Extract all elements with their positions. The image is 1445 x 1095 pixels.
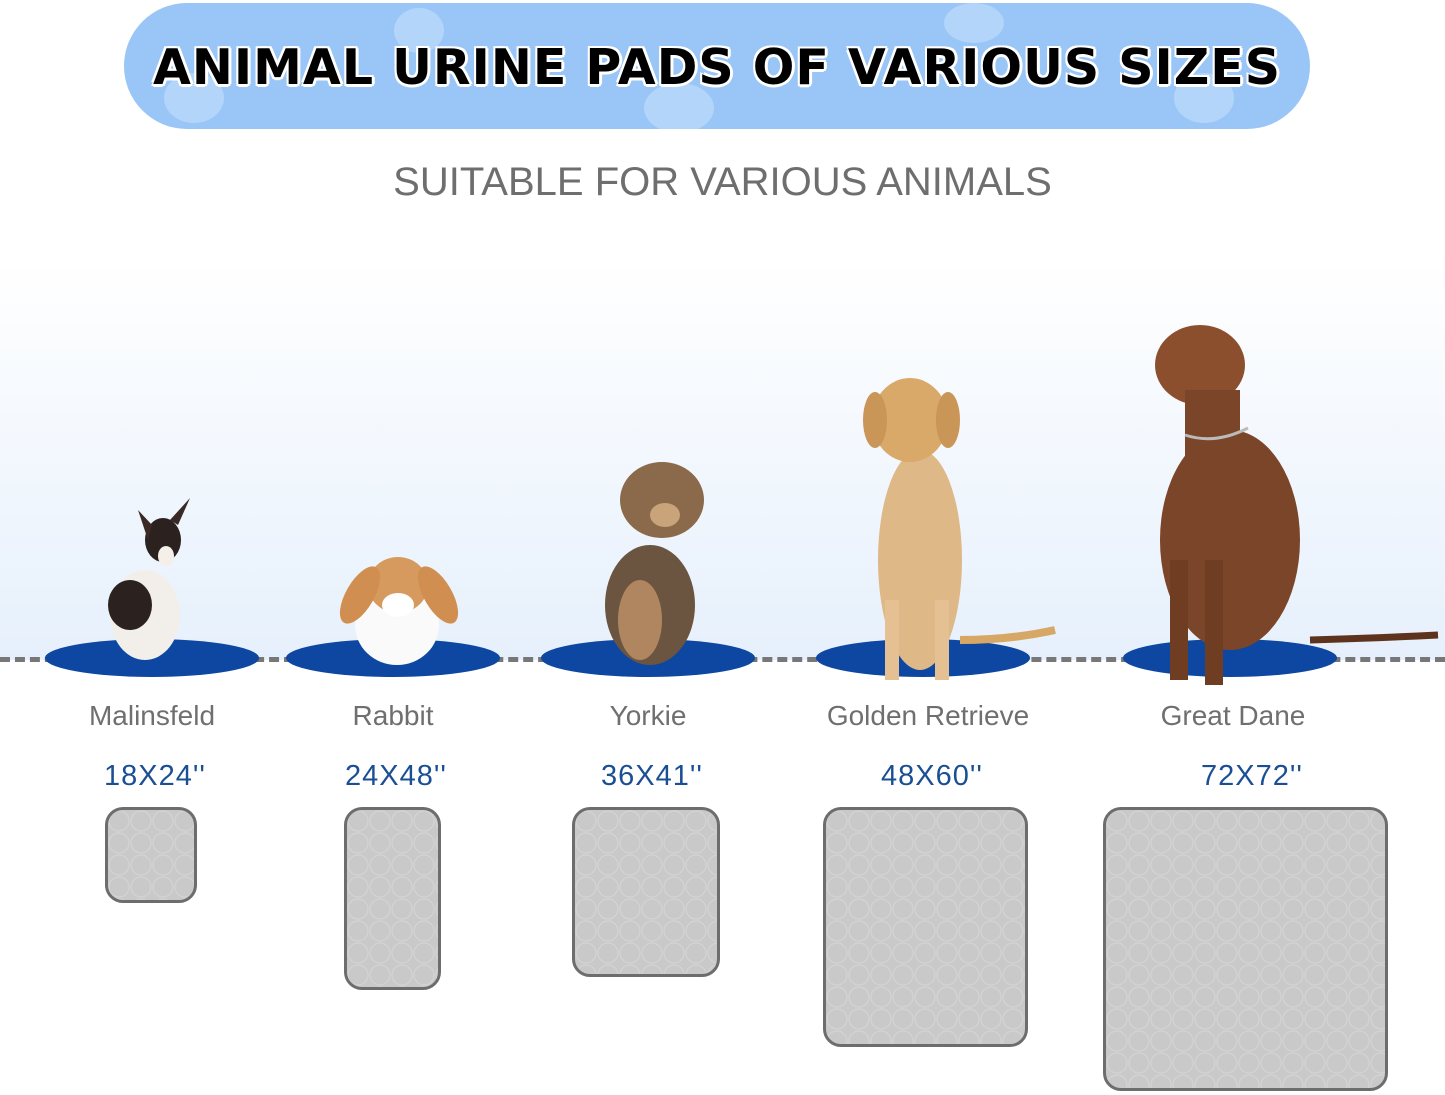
- animal-name-rabbit: Rabbit: [352, 700, 434, 731]
- animal-name-golden-retriever: Golden Retrieve: [826, 700, 1030, 731]
- pad-size-36x41: 36X41'': [601, 760, 703, 792]
- animal-name-malinsfeld: Malinsfeld: [88, 700, 216, 731]
- animal-name-great-dane: Great Dane: [1160, 700, 1306, 731]
- pad-size-18x24: 18X24'': [104, 760, 206, 792]
- animals-illustration: [45, 325, 1439, 685]
- great-dane-image: [1155, 325, 1439, 685]
- golden-retriever-image: [863, 378, 1056, 680]
- pad-image-72x72: [1103, 807, 1388, 1091]
- pad-size-24x48: 24X48'': [345, 760, 447, 792]
- pad-size-48x60: 48X60'': [881, 760, 983, 792]
- chihuahua-image: [108, 498, 190, 660]
- title-banner: ANIMAL URINE PADS OF VARIOUS SIZES: [124, 3, 1310, 129]
- pad-image-18x24: [105, 807, 197, 903]
- pad-image-24x48: [344, 807, 441, 990]
- pad-image-36x41: [572, 807, 720, 977]
- rabbit-image: [339, 557, 459, 665]
- animal-name-yorkie: Yorkie: [609, 700, 687, 731]
- page-subtitle: SUITABLE FOR VARIOUS ANIMALS: [393, 160, 1052, 204]
- pad-size-72x72: 72X72'': [1201, 760, 1303, 792]
- yorkie-image: [605, 462, 704, 665]
- page-title: ANIMAL URINE PADS OF VARIOUS SIZES: [152, 39, 1282, 96]
- pad-image-48x60: [823, 807, 1028, 1047]
